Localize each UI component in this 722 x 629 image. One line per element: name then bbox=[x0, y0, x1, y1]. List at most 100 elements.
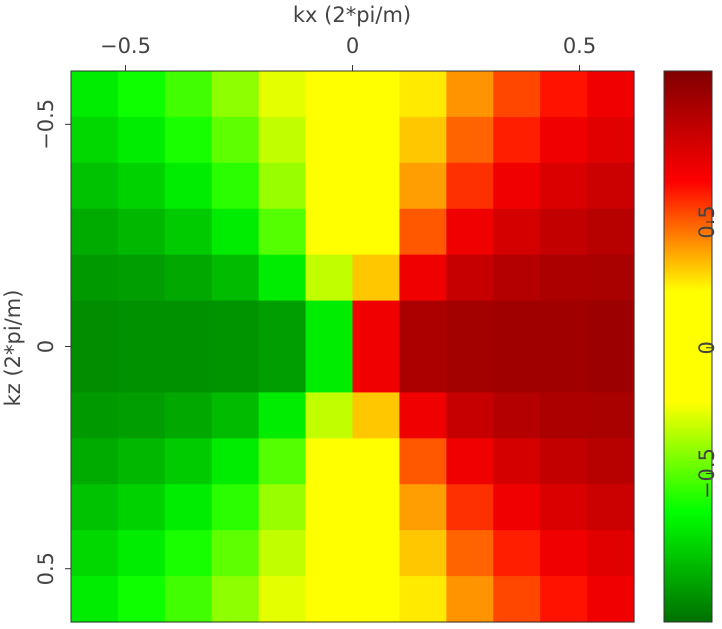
heatmap-cell bbox=[164, 346, 213, 394]
heatmap-cell bbox=[352, 71, 401, 118]
heatmap-cell bbox=[493, 346, 541, 394]
heatmap-cell bbox=[352, 116, 401, 164]
colorbar-tick-label: 0.5 bbox=[695, 205, 719, 238]
heatmap-cell bbox=[211, 116, 260, 164]
heatmap-cell bbox=[352, 346, 401, 394]
heatmap-cell bbox=[446, 208, 494, 256]
heatmap-cell bbox=[211, 254, 260, 302]
heatmap-cell bbox=[399, 254, 447, 302]
heatmap-cell bbox=[399, 392, 447, 439]
heatmap-cell bbox=[540, 116, 588, 164]
heatmap-cell bbox=[399, 346, 447, 394]
heatmap-cell bbox=[352, 484, 401, 531]
heatmap-cell bbox=[211, 392, 260, 439]
heatmap-cell bbox=[211, 576, 260, 623]
heatmap-cell bbox=[117, 530, 166, 577]
heatmap-cell bbox=[540, 300, 588, 348]
heatmap-cell bbox=[587, 484, 635, 531]
heatmap-cell bbox=[446, 116, 494, 164]
heatmap-cell bbox=[493, 392, 541, 439]
x-tick-label: −0.5 bbox=[100, 34, 151, 58]
heatmap-cell bbox=[493, 300, 541, 348]
heatmap-cell bbox=[399, 530, 447, 577]
heatmap-cell bbox=[211, 208, 260, 256]
heatmap-cell bbox=[71, 530, 119, 577]
heatmap-cell bbox=[587, 392, 635, 439]
heatmap-cell bbox=[71, 208, 119, 256]
heatmap-cell bbox=[399, 208, 447, 256]
heatmap-cell bbox=[117, 254, 166, 302]
heatmap-cell bbox=[540, 254, 588, 302]
heatmap-cell bbox=[587, 300, 635, 348]
heatmap-cell bbox=[352, 392, 401, 439]
heatmap-cell bbox=[117, 484, 166, 531]
heatmap-cell bbox=[305, 438, 354, 485]
heatmap-cell bbox=[71, 300, 119, 348]
heatmap-cell bbox=[446, 438, 494, 485]
y-tick-label: −0.5 bbox=[34, 99, 58, 150]
heatmap-cell bbox=[305, 576, 354, 623]
heatmap-cell bbox=[117, 116, 166, 164]
heatmap-cell bbox=[258, 484, 307, 531]
heatmap-cell bbox=[164, 116, 213, 164]
heatmap-cell bbox=[258, 116, 307, 164]
heatmap-cell bbox=[446, 71, 494, 118]
colorbar bbox=[663, 70, 713, 623]
heatmap-cell bbox=[305, 71, 354, 118]
heatmap-cell bbox=[587, 530, 635, 577]
heatmap-cell bbox=[164, 254, 213, 302]
heatmap-cell bbox=[587, 346, 635, 394]
heatmap-cell bbox=[399, 71, 447, 118]
heatmap-cell bbox=[493, 484, 541, 531]
heatmap-cell bbox=[587, 438, 635, 485]
heatmap-cell bbox=[211, 162, 260, 210]
heatmap-cell bbox=[117, 162, 166, 210]
heatmap-cell bbox=[71, 162, 119, 210]
heatmap-cell bbox=[164, 300, 213, 348]
heatmap-cell bbox=[164, 162, 213, 210]
heatmap-cell bbox=[71, 438, 119, 485]
heatmap-cell bbox=[211, 484, 260, 531]
colorbar-tick-label: 0 bbox=[695, 341, 719, 354]
heatmap-cell bbox=[493, 162, 541, 210]
heatmap-cell bbox=[540, 392, 588, 439]
heatmap-cell bbox=[352, 438, 401, 485]
heatmap-cell bbox=[258, 71, 307, 118]
heatmap-cell bbox=[352, 254, 401, 302]
heatmap-cell bbox=[587, 162, 635, 210]
heatmap-cell bbox=[117, 438, 166, 485]
heatmap-cell bbox=[399, 576, 447, 623]
heatmap-cell bbox=[305, 208, 354, 256]
heatmap-cell bbox=[305, 484, 354, 531]
x-tick-label: 0.5 bbox=[563, 34, 596, 58]
x-axis-label: kx (2*pi/m) bbox=[293, 3, 411, 27]
heatmap-cell bbox=[305, 162, 354, 210]
heatmap-cell bbox=[305, 530, 354, 577]
heatmap-cell bbox=[446, 392, 494, 439]
heatmap-cell bbox=[164, 530, 213, 577]
heatmap-cell bbox=[352, 576, 401, 623]
heatmap-cell bbox=[71, 576, 119, 623]
heatmap-cell bbox=[446, 576, 494, 623]
heatmap-cell bbox=[258, 300, 307, 348]
x-tick-label: 0 bbox=[346, 34, 359, 58]
heatmap-cell bbox=[305, 300, 354, 348]
heatmap-cell bbox=[587, 71, 635, 118]
heatmap-cell bbox=[71, 484, 119, 531]
heatmap-cell bbox=[117, 346, 166, 394]
heatmap-cell bbox=[587, 208, 635, 256]
heatmap-cell bbox=[446, 162, 494, 210]
heatmap-cell bbox=[399, 484, 447, 531]
heatmap-cell bbox=[211, 438, 260, 485]
y-axis-label: kz (2*pi/m) bbox=[1, 290, 25, 407]
heatmap-cell bbox=[211, 300, 260, 348]
heatmap-cell bbox=[305, 116, 354, 164]
heatmap-cell bbox=[399, 300, 447, 348]
heatmap-cell bbox=[446, 254, 494, 302]
heatmap-cell bbox=[71, 116, 119, 164]
heatmap-cell bbox=[71, 392, 119, 439]
heatmap-cell bbox=[352, 208, 401, 256]
heatmap-cell bbox=[117, 300, 166, 348]
heatmap-cell bbox=[352, 530, 401, 577]
